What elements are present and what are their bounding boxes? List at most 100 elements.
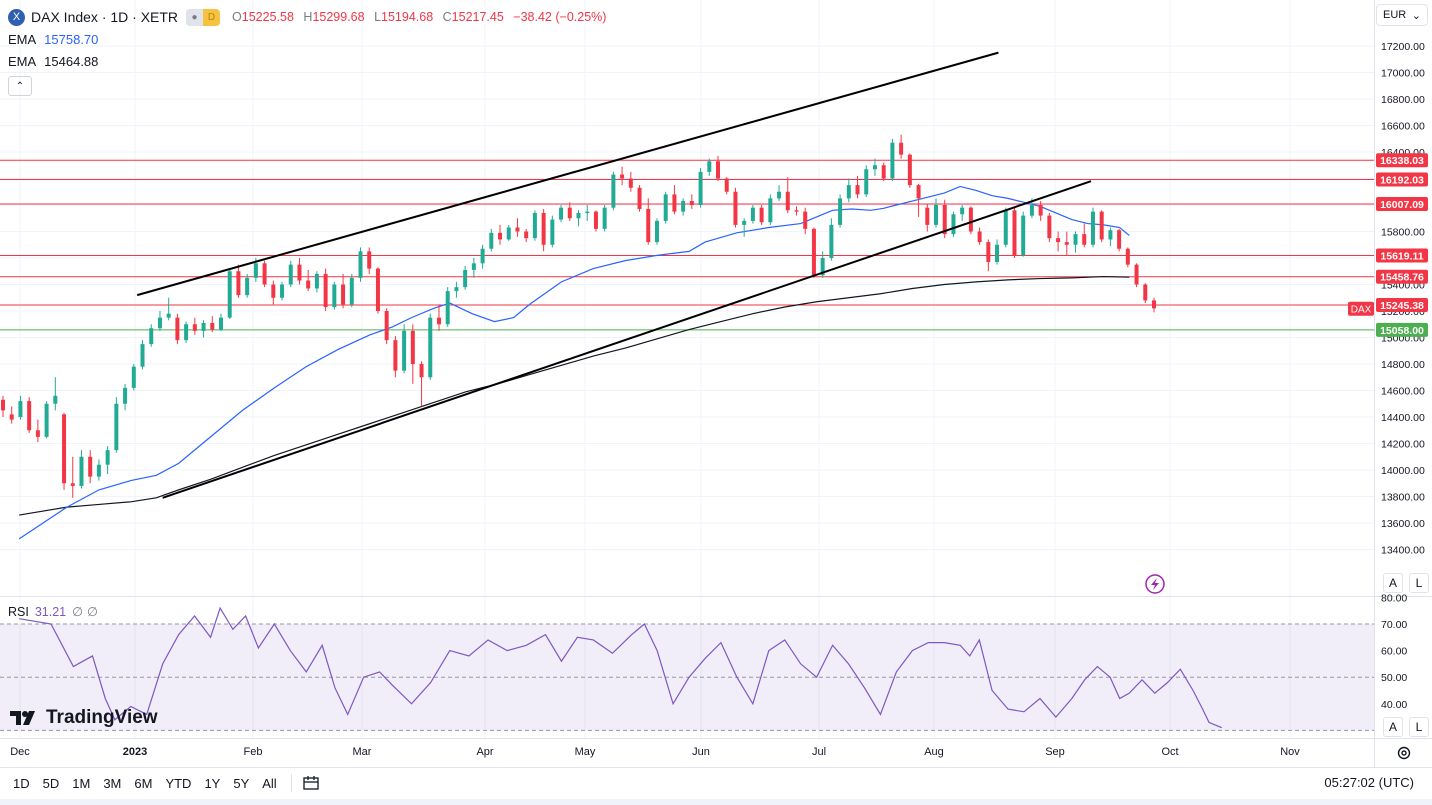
time-tick-label: Sep [1045, 746, 1065, 758]
candle-body [480, 248, 485, 264]
candle-body [593, 211, 598, 229]
price-scale-buttons: A L [1383, 573, 1429, 593]
price-level-tag [1376, 269, 1428, 284]
ema-slow-legend[interactable]: EMA 15464.88 [8, 53, 99, 69]
price-level-tag [1376, 297, 1428, 312]
eye-icon[interactable]: ● [186, 8, 204, 26]
price-level-tag-label: 16338.03 [1380, 155, 1424, 167]
candle-body [977, 231, 982, 243]
candle-body [785, 191, 790, 211]
rsi-legend[interactable]: RSI 31.21 ∅ ∅ [8, 605, 98, 619]
candle-body [532, 212, 537, 239]
candle-body [123, 387, 128, 404]
price-level-tag-label: 15245.38 [1380, 300, 1424, 312]
price-level-tag-label: 16007.09 [1380, 199, 1424, 211]
candle-body [1152, 300, 1156, 309]
candle-body [1134, 264, 1139, 285]
candle-body [506, 227, 511, 240]
price-level-tag-label: 15058.00 [1380, 325, 1424, 337]
symbol-icon[interactable]: X [8, 8, 25, 26]
time-tick-label: Mar [353, 746, 372, 758]
candle-body [271, 284, 276, 298]
candle-body [62, 414, 67, 484]
calendar-range-icon[interactable] [302, 775, 320, 791]
rsi-log-scale-button[interactable]: L [1409, 717, 1429, 737]
price-level-tag [1376, 322, 1428, 337]
candle-body [428, 317, 433, 378]
candle-body [907, 154, 912, 186]
time-tick-label: May [575, 746, 596, 758]
log-scale-button[interactable]: L [1409, 573, 1429, 593]
candle-body [811, 228, 816, 276]
candle-body [297, 264, 302, 281]
candle-body [1021, 215, 1026, 256]
candle-body [157, 317, 162, 329]
candle-body [402, 330, 407, 371]
price-tick-label: 17000.00 [1381, 68, 1425, 80]
candle-body [541, 212, 546, 245]
candle-body [672, 194, 677, 212]
symbol-title[interactable]: DAX Index · 1D · XETR [31, 9, 179, 25]
timeframe-6m[interactable]: 6M [134, 775, 153, 791]
rsi-auto-scale-button[interactable]: A [1383, 717, 1403, 737]
candle-body [53, 395, 58, 404]
timeframe-3m[interactable]: 3M [103, 775, 122, 791]
candle-body [995, 244, 1000, 262]
candle-body [855, 185, 860, 195]
collapse-legend-button[interactable]: ⌃ [8, 76, 32, 96]
candle-body [419, 364, 424, 378]
candle-body [602, 207, 607, 229]
candle-body [899, 142, 904, 155]
candle-body [262, 263, 267, 285]
utc-clock[interactable]: 05:27:02 (UTC) [1324, 775, 1414, 790]
delay-badge[interactable]: D [203, 8, 221, 26]
price-tick-label: 15800.00 [1381, 227, 1425, 239]
candle-body [724, 178, 729, 192]
candle-body [1082, 234, 1087, 245]
gear-icon[interactable] [1396, 745, 1412, 761]
candle-body [1064, 242, 1069, 245]
candle-body [227, 271, 232, 318]
price-level-tag [1376, 197, 1428, 212]
auto-scale-button[interactable]: A [1383, 573, 1403, 593]
candle-body [1108, 230, 1113, 240]
candle-body [349, 277, 354, 305]
rsi-scale-buttons: A L [1383, 717, 1429, 737]
timeframe-ytd[interactable]: YTD [165, 775, 192, 791]
candle-body [960, 207, 965, 215]
price-tick-label: 14800.00 [1381, 359, 1425, 371]
candle-body [768, 198, 773, 223]
tradingview-logo: TradingView [10, 707, 158, 729]
timeframe-1d[interactable]: 1D [13, 775, 30, 791]
candle-body [654, 220, 659, 243]
timeframe-all[interactable]: All [262, 775, 277, 791]
ema-fast-value: 15758.70 [44, 31, 99, 47]
timeframe-1y[interactable]: 1Y [204, 775, 221, 791]
candle-body [341, 284, 346, 305]
rsi-tick-label: 40.00 [1381, 699, 1407, 711]
candle-body [1143, 284, 1148, 301]
candle-body [1038, 205, 1043, 216]
dax-price-tag [1348, 301, 1374, 316]
candle-body [1073, 234, 1078, 245]
candle-body [332, 284, 337, 308]
candle-body [689, 201, 694, 205]
candle-body [750, 207, 755, 221]
price-tick-label: 13600.00 [1381, 518, 1425, 530]
candle-body [698, 171, 703, 205]
ema-fast-legend[interactable]: EMA 15758.70 [8, 31, 99, 47]
currency-select[interactable]: EUR ⌄ [1376, 4, 1428, 26]
timeframe-5d[interactable]: 5D [42, 775, 60, 791]
rsi-tick-label: 80.00 [1381, 592, 1407, 604]
candle-body [611, 174, 616, 208]
timeframe-5y[interactable]: 5Y [233, 775, 250, 791]
candle-body [663, 194, 668, 221]
lightning-icon [1145, 574, 1165, 594]
badge-pill[interactable]: ● D [186, 8, 221, 26]
candle-body [681, 201, 686, 212]
price-tick-label: 14200.00 [1381, 439, 1425, 451]
timeframe-1m[interactable]: 1M [72, 775, 91, 791]
candle-body [114, 403, 119, 451]
